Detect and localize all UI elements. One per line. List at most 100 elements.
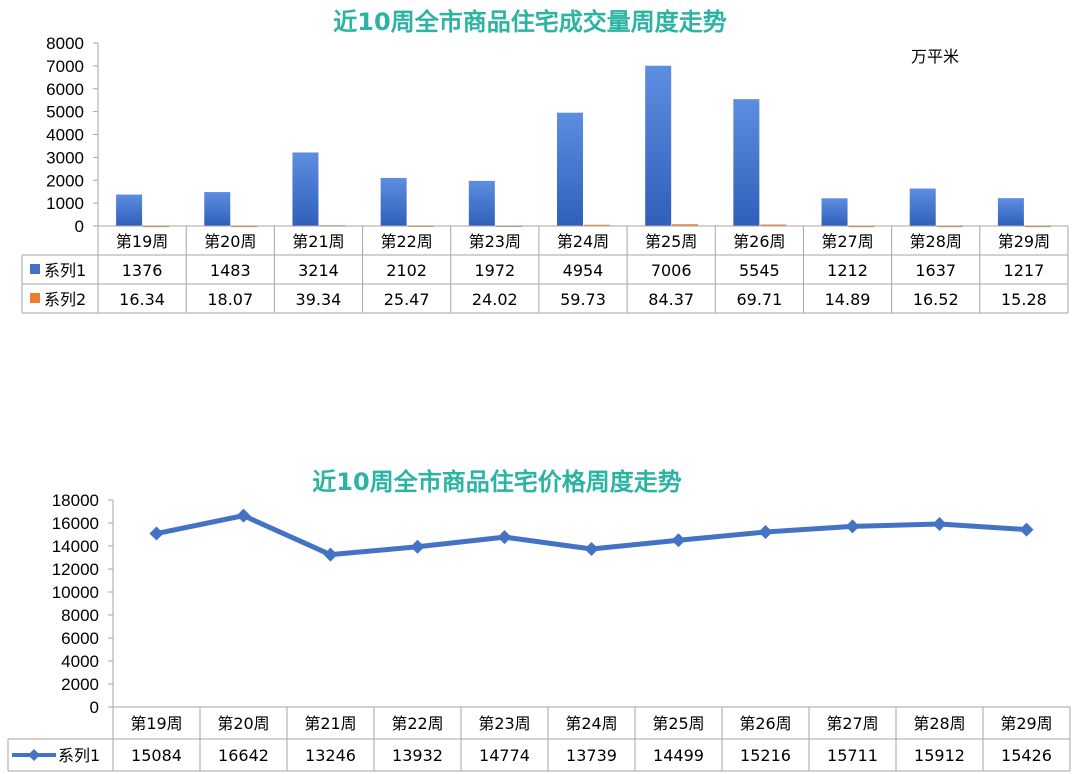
price-data-table: 第19周 第20周 第21周 第22周 第23周 第24周 第25周 第26周 第27周 第28周…	[7, 706, 1071, 772]
x-category-label: 第19周	[130, 714, 182, 733]
data-table-value: 16.52	[913, 290, 959, 309]
series1-bar	[557, 112, 583, 226]
data-table-value: 1212	[827, 261, 868, 280]
series1-point	[236, 508, 251, 523]
data-table-value: 59.73	[560, 290, 606, 309]
y-tick-label: 14000	[52, 537, 99, 556]
data-table-value: 3214	[298, 261, 339, 280]
series1-point	[584, 542, 599, 557]
y-tick-label: 0	[75, 217, 84, 236]
series1-bar	[909, 188, 936, 226]
series1-point	[497, 530, 512, 545]
series1-point	[758, 525, 773, 540]
x-category-label: 第19周	[116, 232, 168, 251]
legend-swatch	[30, 293, 40, 303]
series1-bar	[821, 198, 848, 226]
series1-bar	[997, 198, 1024, 226]
legend-series-name: 系列1	[44, 261, 86, 280]
price-chart-title: 近10周全市商品住宅价格周度走势	[312, 468, 681, 496]
y-tick-label: 18000	[52, 491, 99, 510]
data-table-value: 39.34	[296, 290, 342, 309]
data-table-value: 5545	[739, 261, 780, 280]
data-table-value: 13932	[392, 746, 443, 765]
legend-swatch	[30, 264, 40, 274]
data-table-value: 15912	[914, 746, 965, 765]
data-table-value: 18.07	[207, 290, 253, 309]
volume-unit-label: 万平米	[911, 47, 959, 66]
legend-series-name: 系列1	[58, 746, 100, 765]
x-category-label: 第23周	[478, 714, 530, 733]
data-table-value: 15426	[1001, 746, 1052, 765]
data-table-value: 69.71	[736, 290, 782, 309]
data-table-value: 2102	[386, 261, 427, 280]
data-table-value: 1376	[122, 261, 163, 280]
x-category-label: 第25周	[645, 232, 697, 251]
data-table-value: 1972	[474, 261, 515, 280]
data-table-value: 25.47	[384, 290, 430, 309]
series1-point	[1019, 522, 1034, 537]
legend-series-name: 系列2	[44, 290, 86, 309]
y-tick-label: 2000	[46, 171, 84, 190]
series1-bar	[468, 180, 495, 226]
data-table-value: 1217	[1004, 261, 1045, 280]
x-category-label: 第27周	[826, 714, 878, 733]
x-category-label: 第20周	[217, 714, 269, 733]
volume-data-table: 第19周 第20周 第21周 第22周 第23周 第24周 第25周 第26周 第27周 第28周…	[21, 225, 1069, 314]
data-table-value: 1483	[210, 261, 251, 280]
y-tick-label: 1000	[46, 194, 84, 213]
data-table-value: 15216	[740, 746, 791, 765]
x-category-label: 第24周	[557, 232, 609, 251]
x-category-label: 第22周	[391, 714, 443, 733]
y-tick-label: 2000	[61, 675, 99, 694]
y-tick-label: 6000	[46, 80, 84, 99]
series2-bar	[584, 224, 610, 227]
x-category-label: 第25周	[652, 714, 704, 733]
volume-bars	[116, 65, 1051, 228]
data-table-value: 14774	[479, 746, 530, 765]
series1-point	[932, 517, 947, 532]
x-category-label: 第29周	[1000, 714, 1052, 733]
x-category-label: 第21周	[304, 714, 356, 733]
series1-point	[410, 539, 425, 554]
x-category-label: 第27周	[821, 232, 873, 251]
data-table-value: 84.37	[648, 290, 694, 309]
data-table-value: 24.02	[472, 290, 518, 309]
series1-bar	[116, 194, 143, 226]
x-category-label: 第26周	[739, 714, 791, 733]
data-table-value: 15084	[131, 746, 182, 765]
x-category-label: 第24周	[565, 714, 617, 733]
series1-point	[323, 547, 338, 562]
y-tick-label: 16000	[52, 514, 99, 533]
legend-marker-swatch	[28, 749, 40, 761]
data-table-value: 7006	[651, 261, 692, 280]
series1-bar	[380, 177, 407, 226]
data-table-value: 15711	[827, 746, 878, 765]
y-tick-label: 0	[90, 698, 99, 717]
series1-bar	[645, 65, 672, 226]
data-table-value: 14.89	[825, 290, 871, 309]
volume-chart-title: 近10周全市商品住宅成交量周度走势	[333, 8, 726, 36]
series1-bar	[204, 192, 231, 226]
series1-point	[149, 526, 164, 541]
x-category-label: 第28周	[913, 714, 965, 733]
data-table-value: 13739	[566, 746, 617, 765]
y-tick-label: 10000	[52, 583, 99, 602]
x-category-label: 第20周	[204, 232, 256, 251]
y-tick-label: 8000	[61, 606, 99, 625]
series1-point	[845, 519, 860, 534]
x-category-label: 第22周	[380, 232, 432, 251]
series2-bar	[760, 224, 787, 226]
data-table-value: 4954	[563, 261, 604, 280]
data-table-value: 14499	[653, 746, 704, 765]
price-line	[149, 508, 1034, 562]
x-category-label: 第23周	[469, 232, 521, 251]
price-y-axis: 0 2000 4000 6000 8000 10000 12000 14000 16000 180…	[52, 491, 114, 717]
x-category-label: 第26周	[733, 232, 785, 251]
price-chart: 近10周全市商品住宅价格周度走势 0 2000 4000 6000 8000 10000 1…	[7, 468, 1071, 772]
series1-bar	[292, 152, 319, 226]
x-category-label: 第29周	[998, 232, 1050, 251]
data-table-value: 16.34	[119, 290, 165, 309]
y-tick-label: 4000	[46, 126, 84, 145]
x-category-label: 第21周	[292, 232, 344, 251]
